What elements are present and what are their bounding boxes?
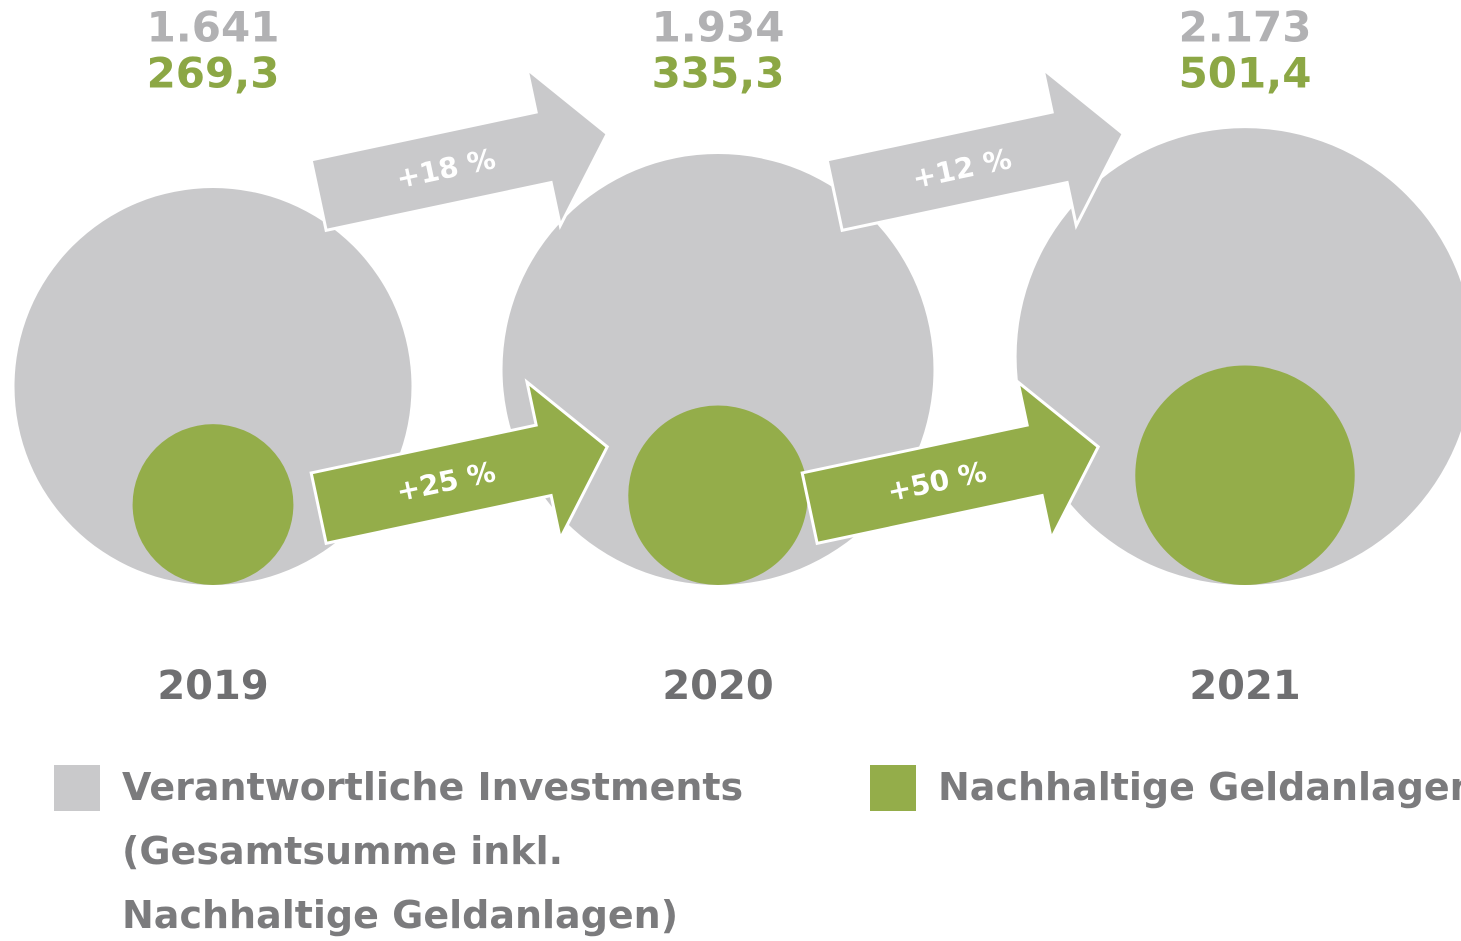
arrow-shape	[309, 65, 610, 233]
bubble	[1135, 365, 1355, 585]
value-label: 269,3	[147, 49, 280, 98]
legend-label: Nachhaltige Geldanlagen	[938, 765, 1461, 809]
value-label: 501,4	[1179, 49, 1312, 98]
growth-arrow: +18 %	[309, 65, 610, 233]
x-tick-label: 2020	[662, 663, 773, 709]
value-label: 335,3	[652, 49, 785, 98]
legend-item: Verantwortliche Investments (Gesamtsumme…	[54, 755, 762, 941]
legend-swatch	[54, 765, 100, 811]
value-label: 1.641	[147, 3, 280, 52]
arrow-shape	[800, 378, 1101, 546]
value-label: 2.173	[1179, 3, 1312, 52]
arrow-shape	[825, 65, 1126, 233]
legend-label: Verantwortliche Investments (Gesamtsumme…	[122, 765, 744, 937]
value-label: 1.934	[652, 3, 785, 52]
bubble	[132, 424, 294, 585]
growth-arrow: +12 %	[825, 65, 1126, 233]
growth-arrow: +50 %	[800, 378, 1101, 546]
growth-arrow: +25 %	[309, 378, 610, 546]
x-tick-label: 2019	[157, 663, 268, 709]
legend-swatch	[870, 765, 916, 811]
bubble	[628, 405, 808, 585]
bubble	[14, 188, 412, 585]
legend-item: Nachhaltige Geldanlagen	[870, 755, 1461, 819]
x-tick-label: 2021	[1189, 663, 1300, 709]
arrow-shape	[309, 378, 610, 546]
